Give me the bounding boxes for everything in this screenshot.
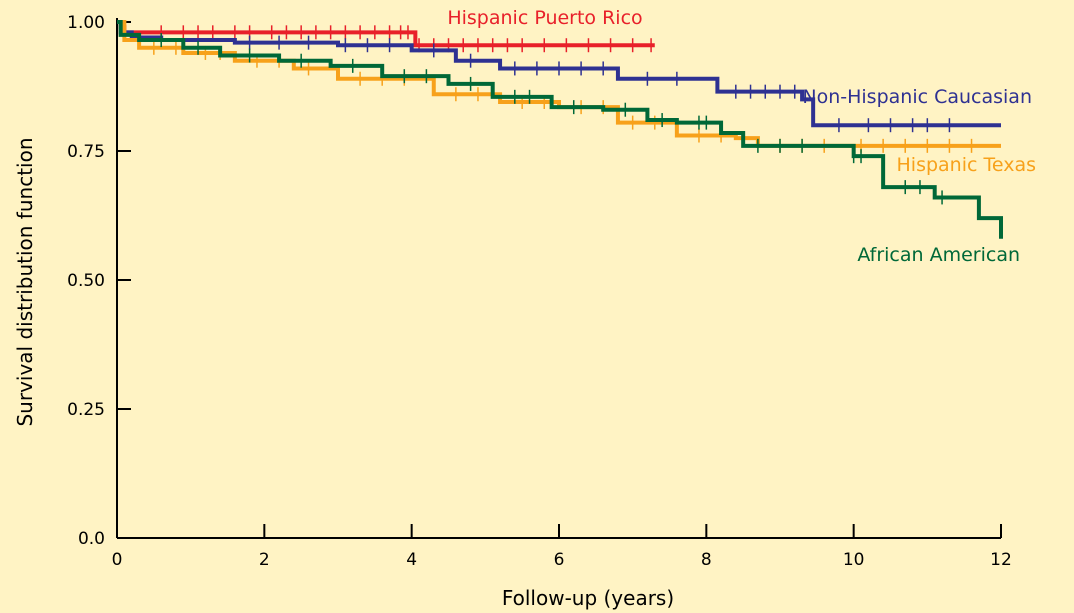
axes: 0 2 4 6 8 10 12 0.0 0.25 0.50 0.75 1.00 [67,13,1012,570]
y-tick-label: 0.50 [67,271,105,291]
series-label-non-hispanic-caucasian: Non-Hispanic Caucasian [802,86,1032,108]
y-tick-label: 0.75 [67,142,105,162]
x-tick-label: 10 [843,550,865,570]
y-tick-label: 0.0 [78,529,105,549]
x-tick-label: 12 [990,550,1012,570]
y-tick-label: 0.25 [67,400,105,420]
x-tick-label: 4 [406,550,417,570]
series-line [117,20,1001,148]
series-label-hispanic-puerto-rico: Hispanic Puerto Rico [447,7,642,29]
y-tick-label: 1.00 [67,13,105,33]
series-line [117,20,1003,239]
x-axis-title: Follow-up (years) [502,586,674,610]
series-label-hispanic-texas: Hispanic Texas [897,154,1037,176]
series-label-african-american: African American [857,244,1020,266]
series-layer [117,20,1003,239]
series-african-american [117,20,1003,239]
x-tick-label: 8 [701,550,712,570]
x-tick-label: 0 [112,550,123,570]
x-tick-label: 2 [259,550,270,570]
series-non-hispanic-caucasian [117,20,1001,133]
x-tick-label: 6 [554,550,565,570]
series-labels: Hispanic Puerto Rico Non-Hispanic Caucasi… [447,7,1036,266]
y-axis-title: Survival distribution function [13,137,37,426]
